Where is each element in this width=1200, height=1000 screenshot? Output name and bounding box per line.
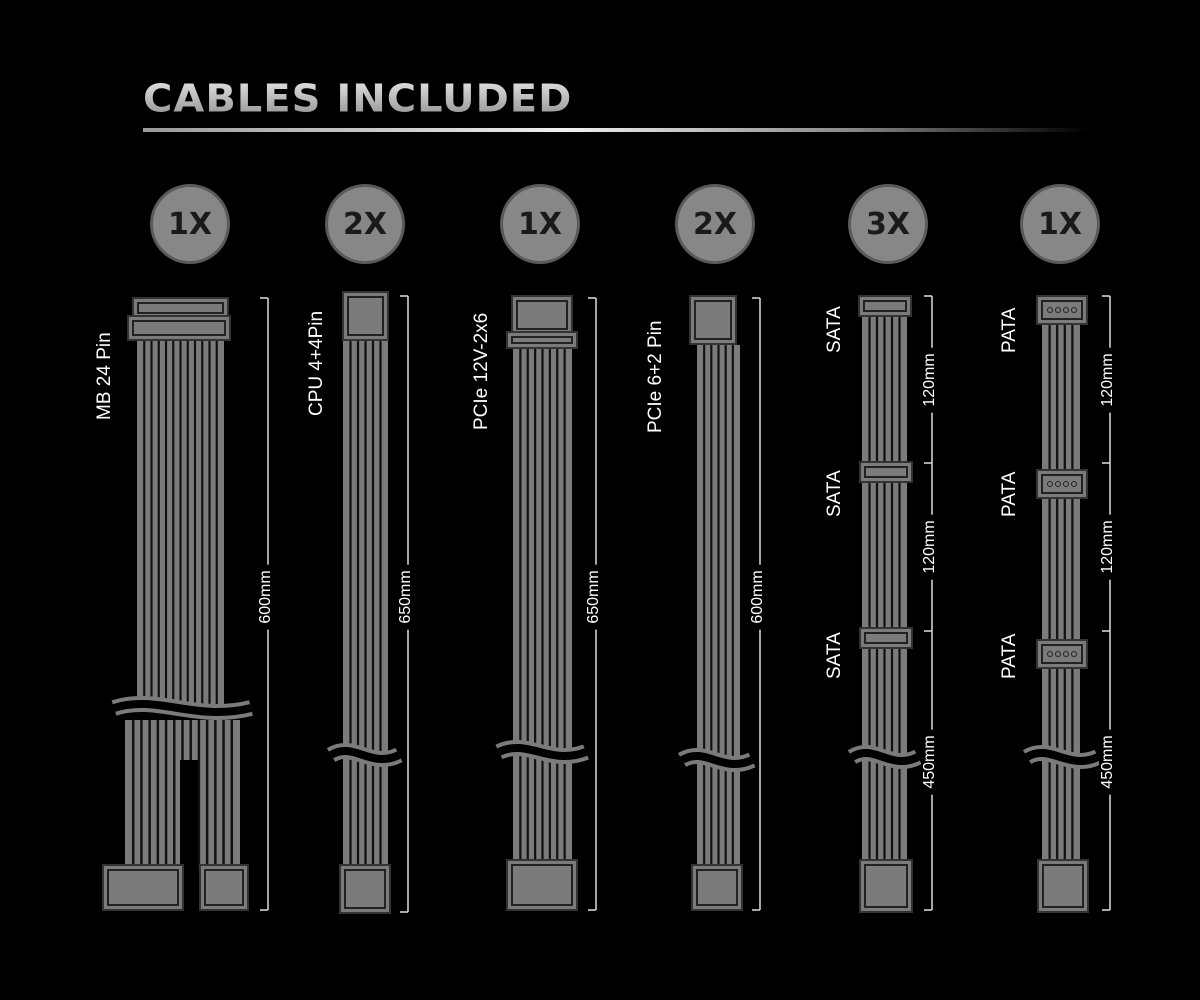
cpu-break-icon-gap	[328, 746, 401, 764]
pata-connector-3-inner	[1041, 644, 1083, 664]
pata-connector-1-inner	[1041, 300, 1083, 320]
sata-connector-2-inner	[864, 466, 908, 478]
pata-connector-2-inner	[1041, 474, 1083, 494]
cpu-connector-top	[342, 291, 389, 341]
pata-cable	[1042, 320, 1080, 860]
pcie12v-connector-top-inner	[516, 300, 568, 330]
cable-label-sata-3: SATA	[824, 632, 845, 679]
cpu-connector-top-inner	[347, 296, 384, 336]
cable-label-pata-3: PATA	[999, 633, 1020, 679]
pcie12v-connector-bottom-inner	[511, 864, 573, 906]
length-label-pcie-12v: 650mm	[585, 564, 603, 630]
pata-pin	[1071, 481, 1077, 487]
mb24-split-gap	[180, 760, 198, 870]
pata-pin	[1055, 307, 1061, 313]
quantity-badge-cpu: 2X	[325, 184, 405, 264]
length-label-pata-1: 120mm	[1099, 347, 1117, 413]
length-label-sata-1: 120mm	[921, 347, 939, 413]
sata-break-icon-gap	[849, 748, 920, 766]
pata-pin	[1071, 307, 1077, 313]
pata-pin	[1047, 307, 1053, 313]
title-underline	[143, 128, 1088, 132]
length-label-cpu: 650mm	[397, 564, 415, 630]
pcie12v-connector-bottom	[506, 859, 578, 911]
cpu-connector-bottom-inner	[344, 869, 386, 909]
pata-pin	[1063, 307, 1069, 313]
cable-label-pata-2: PATA	[999, 471, 1020, 517]
cable-label-mb24: MB 24 Pin	[94, 332, 115, 420]
quantity-badge-sata: 3X	[848, 184, 928, 264]
sata-connector-1-inner	[863, 300, 907, 312]
mb24-connector-top-body	[127, 315, 231, 341]
pcie12v-connector-latch-inner	[511, 336, 573, 344]
pcie12v-connector-top	[511, 295, 573, 335]
length-label-pata-3: 450mm	[1099, 729, 1117, 795]
cable-label-pcie-12v: PCIe 12V-2x6	[471, 312, 492, 430]
cpu-connector-bottom	[339, 864, 391, 914]
mb24-connector-bottom-4pin	[199, 864, 249, 911]
pcie62-connector-bottom	[691, 864, 743, 911]
pcie12v-break-icon-gap	[497, 744, 588, 760]
sata-connector-psu	[859, 859, 913, 913]
length-label-sata-2: 120mm	[921, 514, 939, 580]
quantity-badge-pcie-62: 2X	[675, 184, 755, 264]
page-title: CABLES INCLUDED	[143, 77, 573, 121]
pcie12v-connector-latch	[506, 331, 578, 349]
mb24-break-icon-gap	[112, 699, 252, 717]
mb24-connector-top-inner	[137, 302, 224, 314]
pata-connector-psu	[1037, 859, 1089, 913]
quantity-badge-mb24: 1X	[150, 184, 230, 264]
pcie62-break-icon-gap	[679, 751, 754, 769]
pcie62-connector-bottom-inner	[696, 869, 738, 906]
cable-label-sata-2: SATA	[824, 470, 845, 517]
sata-connector-3-inner	[864, 632, 908, 644]
quantity-badge-pcie-12v: 1X	[500, 184, 580, 264]
length-label-mb24: 600mm	[257, 564, 275, 630]
mb24-connector-bottom-20pin	[102, 864, 184, 911]
cable-label-sata-1: SATA	[824, 306, 845, 353]
pcie62-connector-top	[689, 295, 737, 345]
cable-label-cpu: CPU 4+4Pin	[306, 310, 327, 416]
pata-pin	[1063, 651, 1069, 657]
pata-pin	[1047, 651, 1053, 657]
sata-connector-2	[859, 461, 913, 483]
pata-pin	[1071, 651, 1077, 657]
mb24-connector-bottom-20pin-inner	[107, 869, 179, 906]
pata-pin	[1055, 481, 1061, 487]
pata-pin	[1063, 481, 1069, 487]
mb24-connector-bottom-4pin-inner	[204, 869, 244, 906]
sata-connector-3	[859, 627, 913, 649]
cable-label-pcie-62: PCIe 6+2 Pin	[645, 320, 666, 434]
pata-break-icon-gap	[1024, 748, 1100, 766]
pcie62-connector-top-inner	[694, 300, 732, 340]
sata-connector-psu-inner	[864, 864, 908, 908]
sata-connector-1	[858, 295, 912, 317]
quantity-badge-pata: 1X	[1020, 184, 1100, 264]
length-label-pata-2: 120mm	[1099, 514, 1117, 580]
mb24-connector-top-body-inner	[132, 320, 226, 336]
length-label-sata-3: 450mm	[921, 729, 939, 795]
pata-pin	[1047, 481, 1053, 487]
pata-pin	[1055, 651, 1061, 657]
pata-connector-psu-inner	[1042, 864, 1084, 908]
cable-label-pata-1: PATA	[999, 307, 1020, 353]
length-label-pcie-62: 600mm	[749, 564, 767, 630]
